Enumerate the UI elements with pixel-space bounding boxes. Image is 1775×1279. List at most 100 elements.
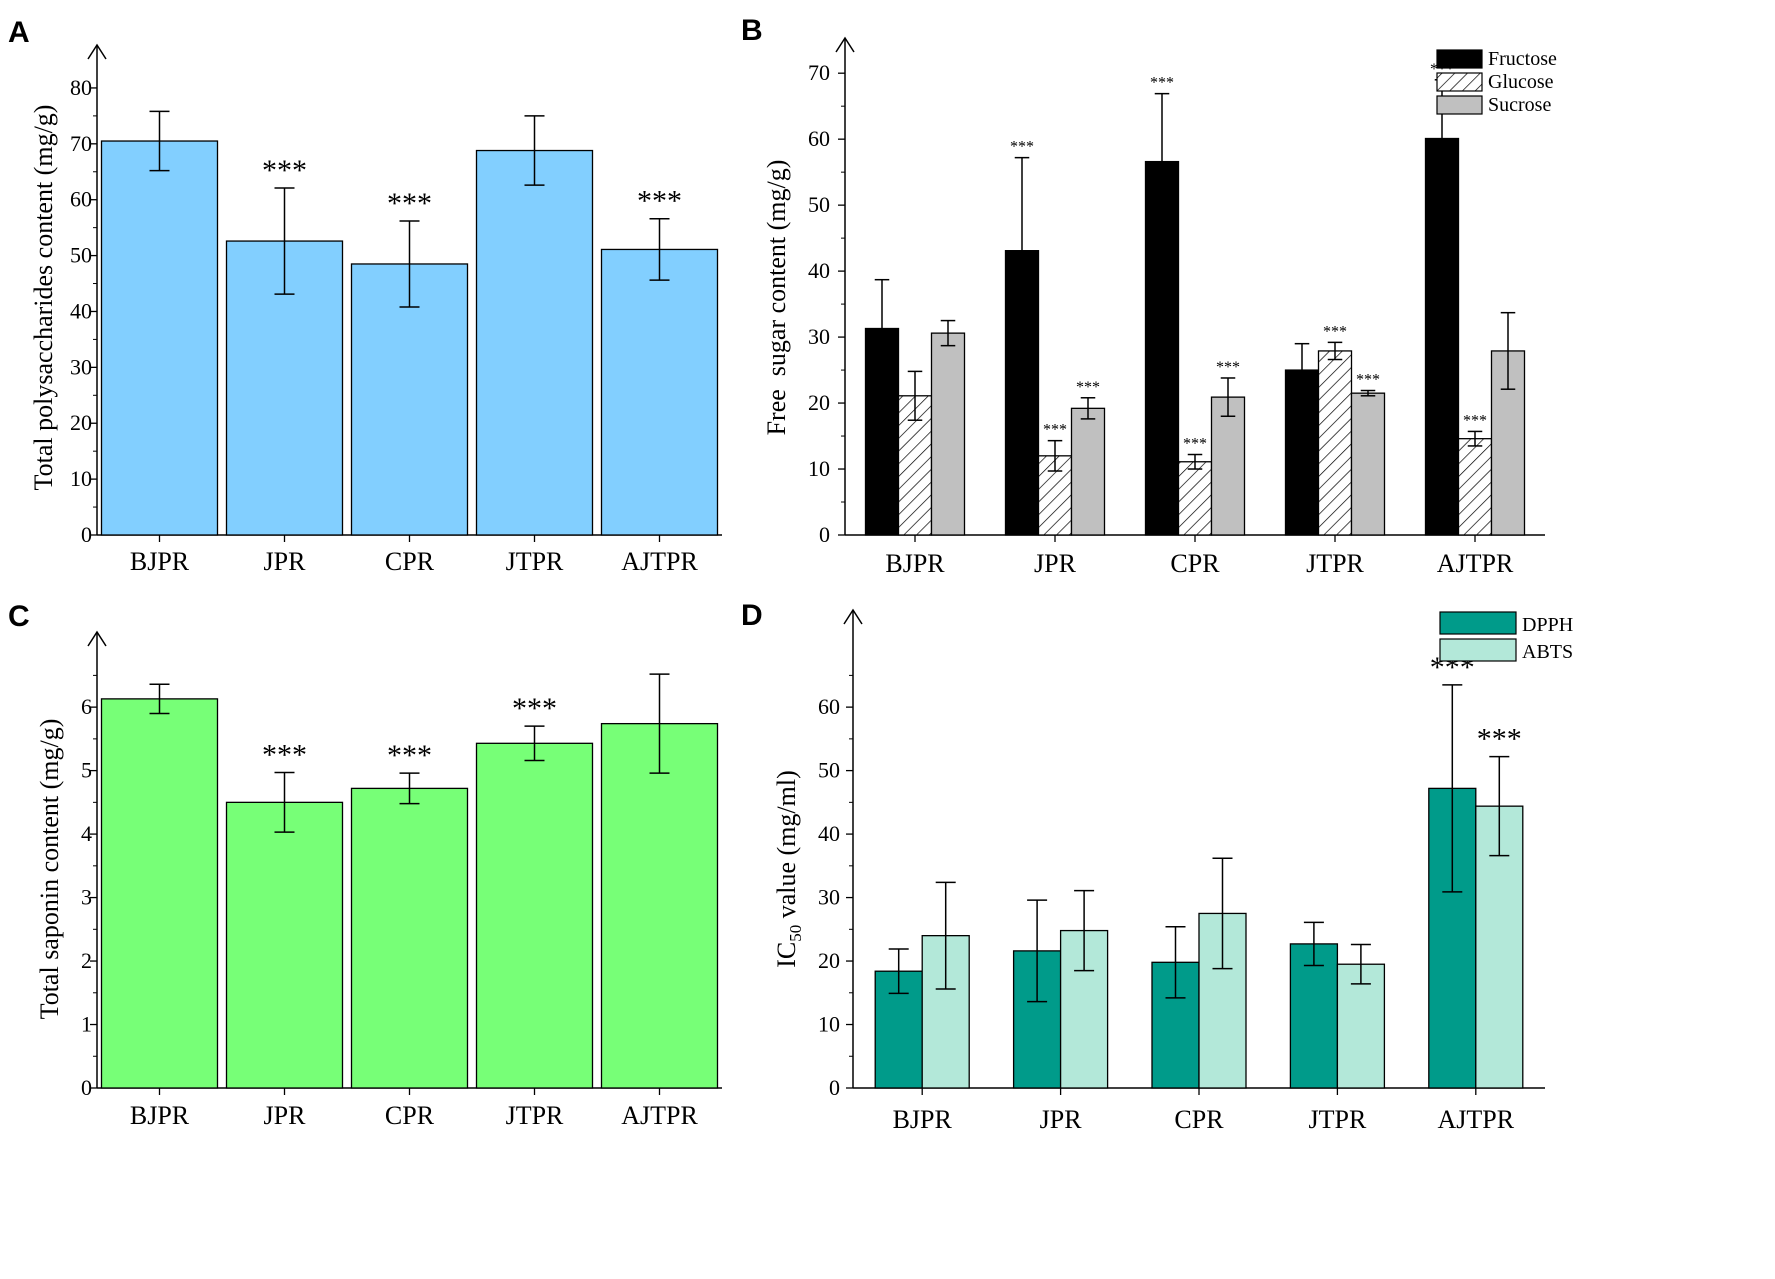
- legend-swatch-glucose: [1436, 72, 1483, 92]
- y-tick-label: 50: [818, 758, 840, 783]
- legend-label-abts: ABTS: [1522, 641, 1573, 663]
- significance-marker: ***: [1216, 359, 1240, 376]
- legend-label-fructose: Fructose: [1488, 48, 1557, 70]
- x-tick-label: CPR: [1170, 549, 1220, 578]
- y-tick-label: 5: [81, 758, 92, 783]
- significance-marker: ***: [1076, 379, 1100, 396]
- x-tick-label: BJPR: [885, 549, 945, 578]
- panel-label: C: [8, 600, 30, 633]
- y-tick-label: 40: [70, 298, 92, 323]
- y-axis-arrow: [843, 608, 863, 625]
- significance-marker: ***: [387, 739, 432, 772]
- y-tick-label: 0: [81, 1075, 92, 1100]
- bar-total-polysaccharides-jtpr: [475, 149, 594, 536]
- panel-label: B: [741, 14, 763, 47]
- bar-abts-jtpr: [1336, 963, 1386, 1089]
- bar-glucose-ajtpr: [1457, 438, 1493, 536]
- x-tick-label: AJTPR: [1438, 1105, 1515, 1134]
- significance-marker: ***: [387, 187, 432, 220]
- x-tick-label: JPR: [1034, 549, 1077, 578]
- y-axis-arrow: [87, 630, 107, 647]
- bar-glucose-jtpr: [1317, 350, 1353, 536]
- significance-marker: ***: [262, 739, 307, 772]
- y-tick-label: 40: [808, 258, 830, 283]
- x-tick-label: JTPR: [506, 1101, 564, 1130]
- y-axis-label-main: IC: [772, 942, 801, 968]
- y-axis-arrow: [87, 43, 107, 60]
- bar-total-saponin-jpr: [225, 801, 344, 1089]
- legend-label-glucose: Glucose: [1488, 71, 1554, 93]
- y-tick-label: 2: [81, 948, 92, 973]
- legend-swatch-dpph: [1439, 611, 1517, 635]
- bar-total-polysaccharides-cpr: [350, 263, 469, 536]
- y-tick-label: 30: [818, 885, 840, 910]
- y-tick-label: 10: [70, 466, 92, 491]
- y-axis-arrow: [835, 36, 855, 53]
- x-tick-label: AJTPR: [621, 1101, 698, 1130]
- y-tick-label: 50: [808, 192, 830, 217]
- panel-b-chart: B 0 10 20 30 40 50 60 70 Free sugar content (mg/g…: [741, 14, 1557, 578]
- y-tick-label: 0: [81, 522, 92, 547]
- y-tick-label: 10: [818, 1012, 840, 1037]
- x-tick-label: JPR: [264, 547, 307, 576]
- bar-sucrose-jtpr: [1350, 392, 1386, 536]
- x-tick-label: JPR: [264, 1101, 307, 1130]
- x-tick-label: CPR: [385, 1101, 435, 1130]
- y-tick-label: 0: [819, 522, 830, 547]
- x-tick-label: JTPR: [1308, 1105, 1366, 1134]
- y-axis-label: Free sugar content (mg/g): [762, 160, 791, 436]
- significance-marker: ***: [1010, 139, 1034, 156]
- y-axis-label-sub: 50: [786, 925, 805, 942]
- y-tick-label: 6: [81, 694, 92, 719]
- significance-marker: ***: [512, 692, 557, 725]
- x-tick-label: JTPR: [506, 547, 564, 576]
- y-tick-label: 80: [70, 75, 92, 100]
- bar-total-polysaccharides-ajtpr: [600, 248, 719, 536]
- y-axis-label-rest: value (mg/ml): [772, 770, 801, 925]
- significance-marker: ***: [262, 154, 307, 187]
- panel-a-chart: A 0 10 20 30 40 50 60 70 80 Total polysaccharides …: [8, 16, 722, 576]
- significance-marker: ***: [637, 185, 682, 218]
- x-tick-label: CPR: [1174, 1105, 1224, 1134]
- x-tick-label: BJPR: [130, 547, 190, 576]
- x-tick-label: CPR: [385, 547, 435, 576]
- bar-fructose-ajtpr: [1424, 137, 1460, 536]
- bar-dpph-jtpr: [1289, 943, 1339, 1089]
- legend-swatch-sucrose: [1436, 95, 1483, 115]
- y-tick-label: 1: [81, 1012, 92, 1037]
- y-tick-label: 60: [808, 126, 830, 151]
- bar-total-saponin-bjpr: [100, 698, 219, 1089]
- y-tick-label: 60: [70, 187, 92, 212]
- x-tick-label: AJTPR: [621, 547, 698, 576]
- y-tick-label: 4: [81, 821, 92, 846]
- legend-swatch-abts: [1439, 638, 1517, 662]
- y-tick-label: 3: [81, 885, 92, 910]
- y-tick-label: 70: [70, 131, 92, 156]
- legend-label-dpph: DPPH: [1522, 614, 1573, 636]
- y-axis-label: Total saponin content (mg/g): [35, 719, 64, 1020]
- significance-marker: ***: [1150, 75, 1174, 92]
- y-tick-label: 40: [818, 821, 840, 846]
- y-tick-label: 20: [808, 390, 830, 415]
- panel-label: D: [741, 599, 763, 632]
- y-axis-label: IC50 value (mg/ml): [772, 770, 805, 968]
- bar-glucose-cpr: [1177, 461, 1213, 536]
- y-axis-label: Total polysaccharides content (mg/g): [29, 105, 58, 491]
- panel-label: A: [8, 16, 30, 49]
- significance-marker: ***: [1463, 412, 1487, 429]
- x-tick-label: BJPR: [130, 1101, 190, 1130]
- legend-label-sucrose: Sucrose: [1488, 94, 1551, 116]
- significance-marker: ***: [1043, 422, 1067, 439]
- x-tick-label: JPR: [1040, 1105, 1083, 1134]
- y-tick-label: 20: [818, 948, 840, 973]
- y-tick-label: 30: [70, 354, 92, 379]
- bar-total-polysaccharides-bjpr: [100, 140, 219, 536]
- y-tick-label: 10: [808, 456, 830, 481]
- y-tick-label: 50: [70, 243, 92, 268]
- y-tick-label: 0: [829, 1075, 840, 1100]
- panel-c-chart: C 0 1 2 3 4 5 6 Total saponin content (mg/g) BJPR…: [8, 600, 722, 1130]
- x-tick-label: AJTPR: [1437, 549, 1514, 578]
- bar-total-saponin-ajtpr: [600, 722, 719, 1089]
